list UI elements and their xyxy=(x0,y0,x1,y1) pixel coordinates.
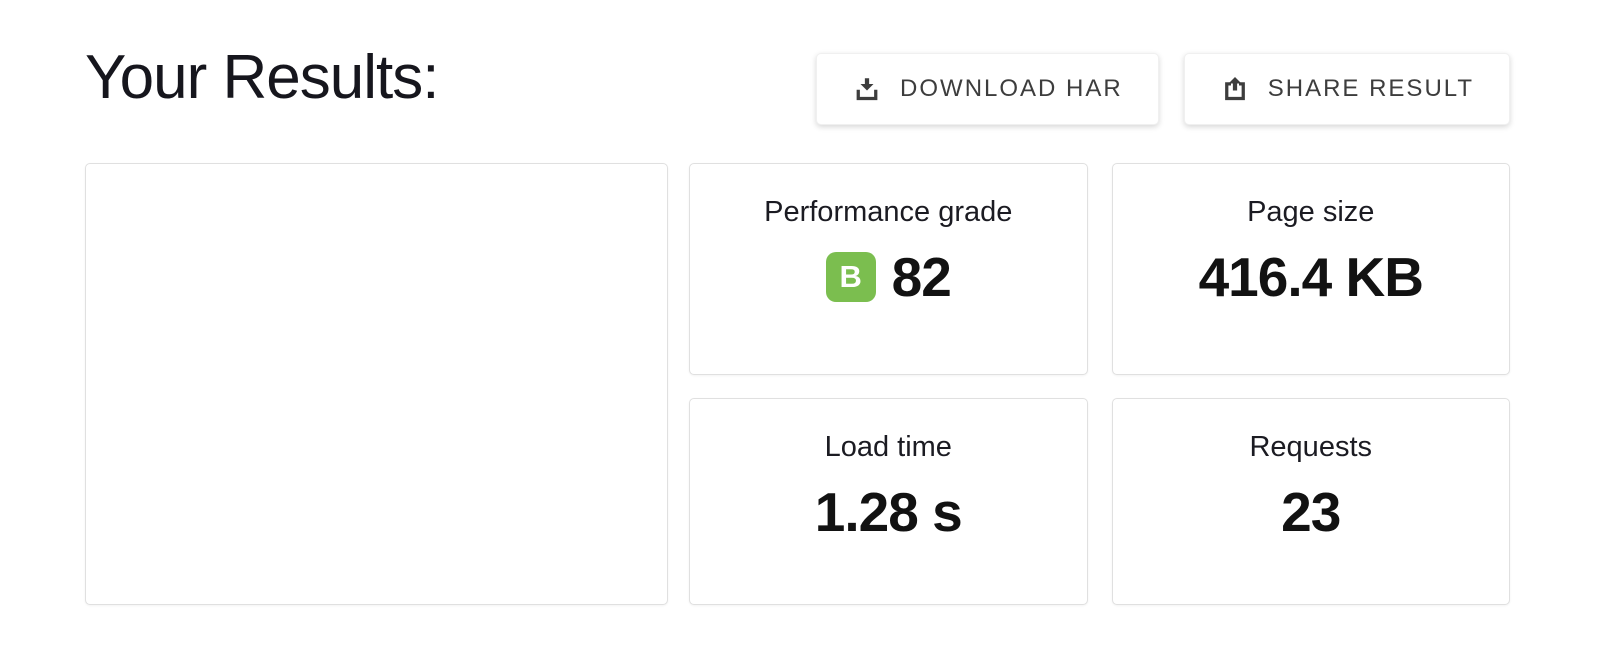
share-result-label: SHARE RESULT xyxy=(1267,75,1474,102)
page-size-value: 416.4 KB xyxy=(1198,245,1424,308)
load-time-card: Load time 1.28 s xyxy=(689,398,1088,605)
performance-grade-label: Performance grade xyxy=(764,196,1013,228)
load-time-label: Load time xyxy=(824,431,952,463)
toolbar: DOWNLOAD HAR SHARE RESULT xyxy=(816,53,1510,125)
requests-value: 23 xyxy=(1281,480,1341,543)
page-size-label: Page size xyxy=(1247,196,1375,228)
page-title: Your Results: xyxy=(85,43,439,112)
results-content: Performance grade B 82 Page size 416.4 K… xyxy=(85,163,1510,605)
requests-card: Requests 23 xyxy=(1111,398,1510,605)
download-icon xyxy=(852,74,882,104)
share-result-button[interactable]: SHARE RESULT xyxy=(1183,53,1510,125)
share-icon xyxy=(1220,74,1250,104)
results-page: Your Results: DOWNLOAD HAR xyxy=(85,42,1510,605)
performance-grade-value: 82 xyxy=(891,245,952,308)
load-time-value: 1.28 s xyxy=(814,480,963,543)
download-har-label: DOWNLOAD HAR xyxy=(900,75,1123,102)
page-size-card: Page size 416.4 KB xyxy=(1111,163,1510,375)
metrics-grid: Performance grade B 82 Page size 416.4 K… xyxy=(689,163,1510,605)
download-har-button[interactable]: DOWNLOAD HAR xyxy=(816,53,1159,125)
requests-label: Requests xyxy=(1249,431,1372,463)
performance-grade-card: Performance grade B 82 xyxy=(689,163,1088,375)
screenshot-placeholder-box xyxy=(85,163,668,605)
header: Your Results: DOWNLOAD HAR xyxy=(85,42,1510,125)
grade-badge: B xyxy=(825,252,876,303)
